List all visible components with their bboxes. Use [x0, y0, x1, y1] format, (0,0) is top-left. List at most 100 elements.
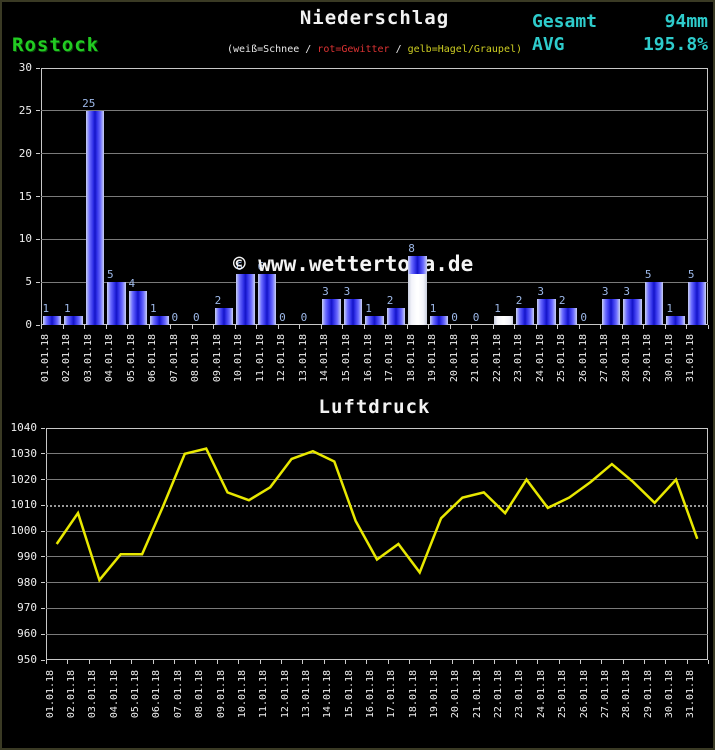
precip-y-label: 30	[18, 61, 32, 74]
pressure-y-label: 1020	[10, 472, 38, 486]
rain-on-snow-segment	[408, 256, 427, 274]
precip-gridline	[41, 153, 708, 155]
bar-value-label: 1	[494, 302, 501, 316]
bar-value-label: 2	[515, 293, 523, 307]
rain-bar	[322, 299, 341, 325]
watermark: © www.wettertoma.de	[233, 252, 474, 276]
precip-x-tick	[449, 325, 451, 329]
pressure-x-tick	[67, 660, 69, 664]
bar-value-label: 4	[128, 276, 136, 290]
total-value: 94mm	[664, 11, 708, 32]
pressure-y-tick	[41, 582, 45, 584]
pressure-gridline	[46, 607, 708, 609]
pressure-chart-title: Luftdruck	[318, 396, 431, 418]
precip-gridline	[41, 281, 708, 283]
rain-bar	[343, 299, 363, 325]
pressure-x-tick	[665, 660, 667, 664]
bar-value-label: 3	[322, 285, 329, 299]
pressure-x-tick	[174, 660, 176, 664]
precip-x-tick	[686, 325, 688, 329]
rain-bar	[666, 316, 685, 325]
precip-y-tick	[36, 196, 40, 197]
bar-value-label: 6	[236, 259, 243, 273]
bar-value-label: 1	[63, 302, 71, 316]
pressure-y-label: 970	[17, 601, 37, 615]
precipitation-chart-title: Niederschlag	[299, 7, 450, 29]
bar-value-label: 6	[257, 259, 265, 273]
pressure-x-tick	[46, 660, 47, 664]
total-row: Gesamt 94mm	[532, 11, 708, 32]
precip-x-tick	[342, 325, 344, 329]
rain-bar	[257, 273, 277, 325]
precip-x-tick	[62, 325, 64, 329]
rain-bar	[107, 282, 126, 325]
pressure-x-tick	[344, 660, 346, 664]
precipitation-legend: (weiß=Schnee / rot=Gewitter / gelb=Hagel…	[41, 44, 708, 55]
precip-x-tick	[320, 325, 322, 329]
pressure-x-tick	[152, 660, 154, 664]
precip-x-tick	[213, 325, 215, 329]
avg-value: 195.8%	[642, 34, 708, 55]
precip-y-label: 0	[25, 318, 32, 331]
pressure-x-tick	[280, 660, 282, 664]
pressure-y-tick	[41, 633, 45, 635]
precip-y-tick	[36, 281, 40, 283]
precip-gridline	[41, 110, 708, 112]
precip-x-tick	[277, 325, 279, 329]
pressure-x-tick	[88, 660, 90, 664]
rain-bar	[365, 316, 384, 325]
rain-bar	[64, 316, 83, 325]
rain-bar	[150, 316, 169, 325]
bar-value-label: 5	[644, 268, 652, 282]
pressure-gridline	[46, 504, 708, 507]
precip-x-tick	[170, 325, 172, 329]
pressure-x-tick	[387, 660, 389, 664]
rain-bar	[687, 282, 707, 325]
pressure-gridline	[46, 479, 708, 481]
station-name: Rostock	[12, 34, 100, 56]
bar-value-label: 3	[601, 285, 609, 299]
pressure-x-tick	[494, 660, 496, 664]
pressure-x-tick	[131, 660, 133, 664]
pressure-x-tick	[195, 660, 197, 664]
pressure-y-label: 960	[17, 627, 37, 641]
pressure-y-label: 980	[17, 575, 37, 589]
pressure-x-tick	[537, 660, 539, 664]
pressure-x-tick	[110, 660, 112, 664]
bar-value-label: 0	[171, 311, 179, 324]
bar-value-label: 0	[451, 311, 458, 324]
rain-bar	[85, 110, 105, 325]
bar-value-label: 2	[214, 293, 222, 307]
precip-y-tick	[36, 110, 40, 112]
precip-x-tick	[578, 325, 580, 329]
pressure-gridline	[46, 582, 708, 584]
pressure-y-tick	[41, 453, 45, 455]
precip-x-tick	[406, 325, 408, 329]
precip-x-tick	[643, 325, 645, 329]
pressure-y-tick	[41, 504, 45, 506]
rain-bar	[537, 299, 556, 325]
bar-value-label: 1	[666, 302, 674, 316]
legend-part-3: /	[389, 44, 408, 55]
precip-y-tick	[36, 153, 40, 155]
precip-x-tick	[600, 325, 602, 329]
bar-value-label: 0	[300, 311, 308, 324]
pressure-y-label: 990	[17, 549, 37, 563]
precip-x-tick	[385, 325, 387, 329]
rain-bar	[128, 290, 148, 325]
bar-value-label: 2	[386, 293, 394, 307]
bar-value-label: 0	[279, 311, 286, 324]
snow-bar	[494, 316, 513, 325]
avg-row: AVG 195.8%	[532, 34, 708, 55]
precip-x-tick	[708, 325, 709, 329]
pressure-y-tick	[41, 427, 45, 429]
pressure-x-tick	[259, 660, 261, 664]
pressure-y-tick	[41, 659, 45, 661]
pressure-y-label: 1030	[10, 446, 38, 460]
bar-value-label: 1	[150, 302, 157, 316]
rain-bar	[558, 307, 578, 325]
precip-x-tick	[84, 325, 86, 329]
pressure-x-tick	[323, 660, 325, 664]
precip-x-tick	[148, 325, 150, 329]
